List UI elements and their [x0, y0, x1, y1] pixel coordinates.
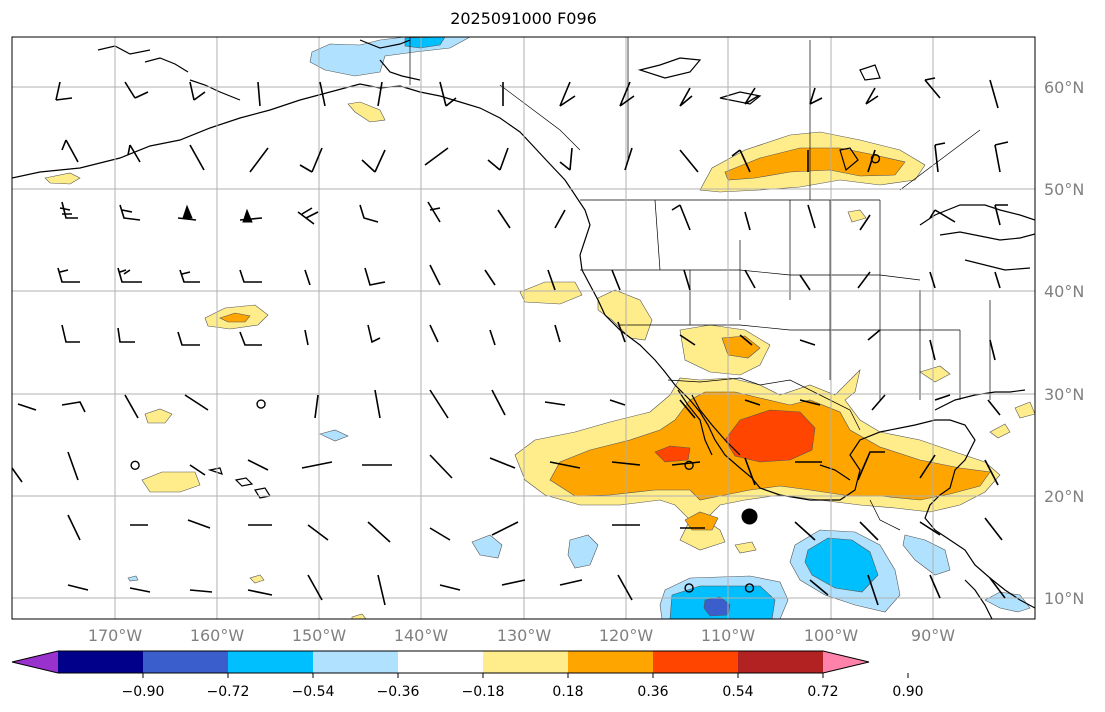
colorbar-tick-label: 0.36 — [637, 684, 669, 700]
lon-label-130w: 130°W — [496, 626, 552, 645]
colorbar-segment — [483, 651, 568, 673]
lat-label-30n: 30°N — [1044, 385, 1085, 404]
colorbar — [11, 650, 909, 678]
lon-label-140w: 140°W — [393, 626, 449, 645]
shading-layer — [44, 37, 1035, 619]
colorbar-outline — [11, 650, 870, 674]
circle-marker — [130, 460, 140, 471]
political-borders — [409, 37, 991, 531]
graticule — [12, 37, 1035, 619]
colorbar-tick-label: −0.72 — [206, 684, 250, 700]
colorbar-tick-label: −0.54 — [291, 684, 335, 700]
field-alaska-negative — [309, 37, 471, 77]
colorbar-segment — [228, 651, 313, 673]
colorbar-segment — [738, 651, 823, 673]
lat-label-20n: 20°N — [1044, 487, 1085, 506]
colorbar-tick-label: −0.36 — [376, 684, 420, 700]
circle-marker — [870, 154, 881, 164]
lat-label-50n: 50°N — [1044, 180, 1085, 199]
map-title: 2025091000 F096 — [450, 9, 597, 28]
colorbar-tick-label: 0.54 — [722, 684, 754, 700]
colorbar-segment — [568, 651, 653, 673]
colorbar-tick-label: −0.18 — [461, 684, 505, 700]
lon-label-120w: 120°W — [598, 626, 654, 645]
colorbar-segment — [313, 651, 398, 673]
colorbar-segment — [398, 651, 483, 673]
lat-label-60n: 60°N — [1044, 78, 1085, 97]
lon-label-150w: 150°W — [291, 626, 347, 645]
colorbar-tick-label: −0.90 — [121, 684, 165, 700]
colorbar-extend-low — [12, 651, 58, 673]
map-frame — [11, 36, 1036, 620]
lat-label-10n: 10°N — [1044, 589, 1085, 608]
circle-marker — [684, 583, 694, 593]
colorbar-tick-label: 0.72 — [807, 684, 839, 700]
location-dot-marker — [741, 508, 758, 525]
colorbar-tick-label: 0.90 — [892, 684, 924, 700]
colorbar-tick-label: 0.18 — [552, 684, 584, 700]
colorbar-segment — [653, 651, 738, 673]
colorbar-segment — [58, 651, 143, 673]
lon-label-160w: 160°W — [189, 626, 245, 645]
circle-marker — [256, 399, 266, 409]
colorbar-extend-high — [823, 651, 869, 673]
circle-marker — [744, 583, 755, 593]
lon-label-110w: 110°W — [700, 626, 756, 645]
colorbar-segment — [143, 651, 228, 673]
markers — [130, 154, 881, 593]
circle-marker — [684, 460, 694, 471]
wind-flags — [182, 204, 253, 223]
lon-label-170w: 170°W — [87, 626, 143, 645]
lat-label-40n: 40°N — [1044, 282, 1085, 301]
lon-label-90w: 90°W — [910, 626, 956, 645]
lon-label-100w: 100°W — [803, 626, 859, 645]
